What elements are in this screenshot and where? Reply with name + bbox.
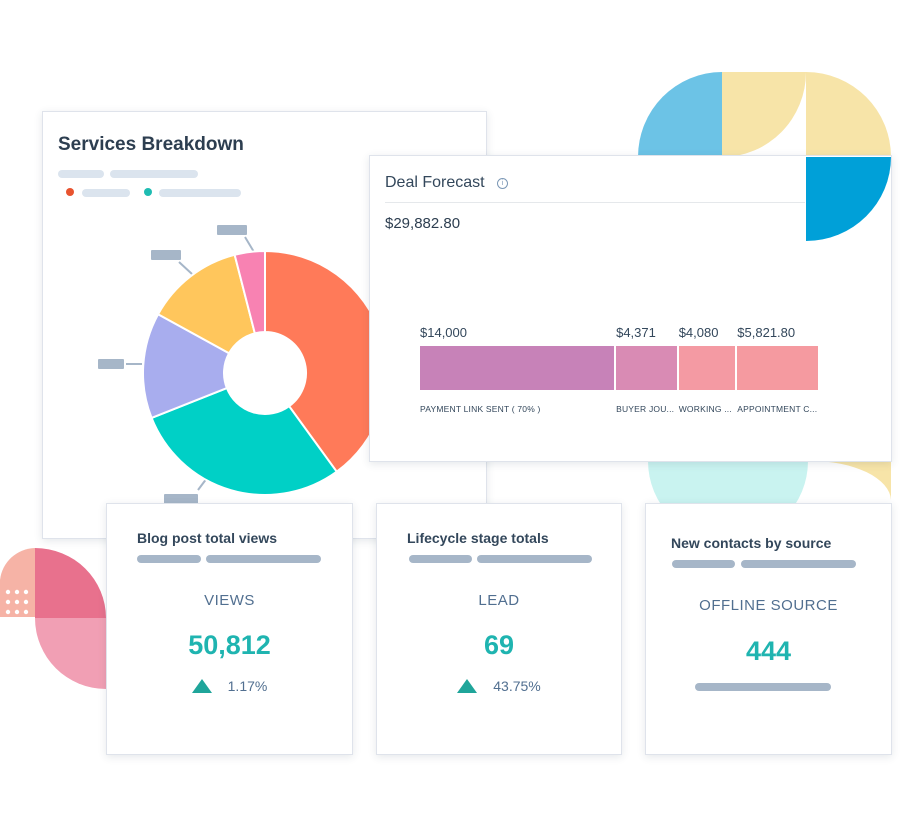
subtitle-placeholder — [110, 170, 198, 178]
kpi-subtitle-placeholder — [741, 560, 856, 568]
deal-forecast-card — [369, 155, 892, 462]
decorative-shapes-front — [806, 157, 891, 241]
kpi-subtitle-placeholder — [477, 555, 592, 563]
slice-pink[interactable] — [233, 249, 266, 335]
forecast-bar-label: BUYER JOU... — [616, 404, 675, 414]
kpi-card-blog-views: Blog post total views VIEWS 50,812 1.17% — [106, 503, 353, 755]
forecast-bar-segment[interactable] — [616, 346, 677, 390]
kpi-label: OFFLINE SOURCE — [699, 597, 838, 614]
slice-label-placeholder — [151, 250, 181, 260]
legend-label-placeholder — [159, 189, 241, 197]
forecast-bar-segment[interactable] — [420, 346, 615, 390]
deco-light-pink-quarter — [35, 618, 106, 689]
kpi-value: 69 — [483, 630, 515, 660]
trend-up-icon — [191, 679, 212, 693]
deal-forecast-total: $29,882.80 — [385, 215, 461, 232]
deco-peach-quarter — [0, 548, 35, 617]
kpi-card-contacts-source: New contacts by source OFFLINE SOURCE 44… — [645, 503, 892, 755]
legend-dot-teal — [144, 188, 152, 196]
slice-orange[interactable] — [264, 249, 388, 474]
kpi-value: 50,812 — [188, 630, 271, 660]
forecast-bar-segment[interactable] — [737, 346, 818, 390]
forecast-bar-label: PAYMENT LINK SENT ( 70% ) — [420, 404, 541, 414]
deco-yellow-quarter — [806, 72, 891, 157]
slice-label-placeholder — [98, 359, 124, 369]
kpi-change: 43.75% — [377, 678, 621, 694]
forecast-bar-value: $4,080 — [678, 325, 719, 340]
deal-forecast-divider — [385, 202, 805, 203]
kpi-subtitle-placeholder — [672, 560, 735, 568]
forecast-bar-label: APPOINTMENT C... — [737, 404, 818, 414]
services-breakdown-title: Services Breakdown — [58, 134, 244, 155]
kpi-label: LEAD — [478, 592, 520, 609]
kpi-footer-placeholder — [695, 683, 831, 691]
slice-lavender[interactable] — [142, 312, 231, 420]
kpi-value: 444 — [745, 636, 792, 666]
legend-label-placeholder — [82, 189, 130, 197]
kpi-change-value: 43.75% — [493, 678, 541, 694]
services-donut-chart — [126, 236, 388, 496]
kpi-subtitle-placeholder — [409, 555, 472, 563]
kpi-title: New contacts by source — [671, 535, 832, 551]
forecast-bar-value: $5,821.80 — [737, 325, 796, 340]
subtitle-placeholder — [58, 170, 104, 178]
forecast-bar-value: $14,000 — [420, 325, 467, 340]
kpi-change-value: 1.17% — [227, 678, 268, 694]
deco-yellow-small — [810, 460, 891, 500]
forecast-bar-label: WORKING ... — [678, 404, 732, 414]
slice-teal[interactable] — [150, 386, 339, 496]
deco-dot-grid — [5, 589, 29, 615]
slice-label-placeholder — [164, 494, 198, 504]
kpi-label: VIEWS — [204, 592, 255, 609]
legend-dot-orange — [66, 188, 74, 196]
deal-forecast-title: Deal Forecast — [385, 174, 485, 191]
kpi-title: Lifecycle stage totals — [407, 530, 549, 546]
deco-blue-quarter — [638, 72, 722, 157]
trend-up-icon — [457, 679, 478, 693]
kpi-change: 1.17% — [107, 678, 352, 694]
kpi-card-lifecycle: Lifecycle stage totals LEAD 69 43.75% — [376, 503, 622, 755]
deco-yellow-leaf — [722, 72, 806, 157]
forecast-bar-segment[interactable] — [678, 346, 736, 390]
kpi-subtitle-placeholder — [206, 555, 321, 563]
deco-pink-quarter — [35, 548, 106, 618]
kpi-title: Blog post total views — [137, 530, 278, 546]
forecast-bar-value: $4,371 — [616, 325, 656, 340]
slice-label-placeholder — [217, 225, 247, 235]
kpi-subtitle-placeholder — [137, 555, 201, 563]
info-icon[interactable]: i — [497, 178, 508, 189]
